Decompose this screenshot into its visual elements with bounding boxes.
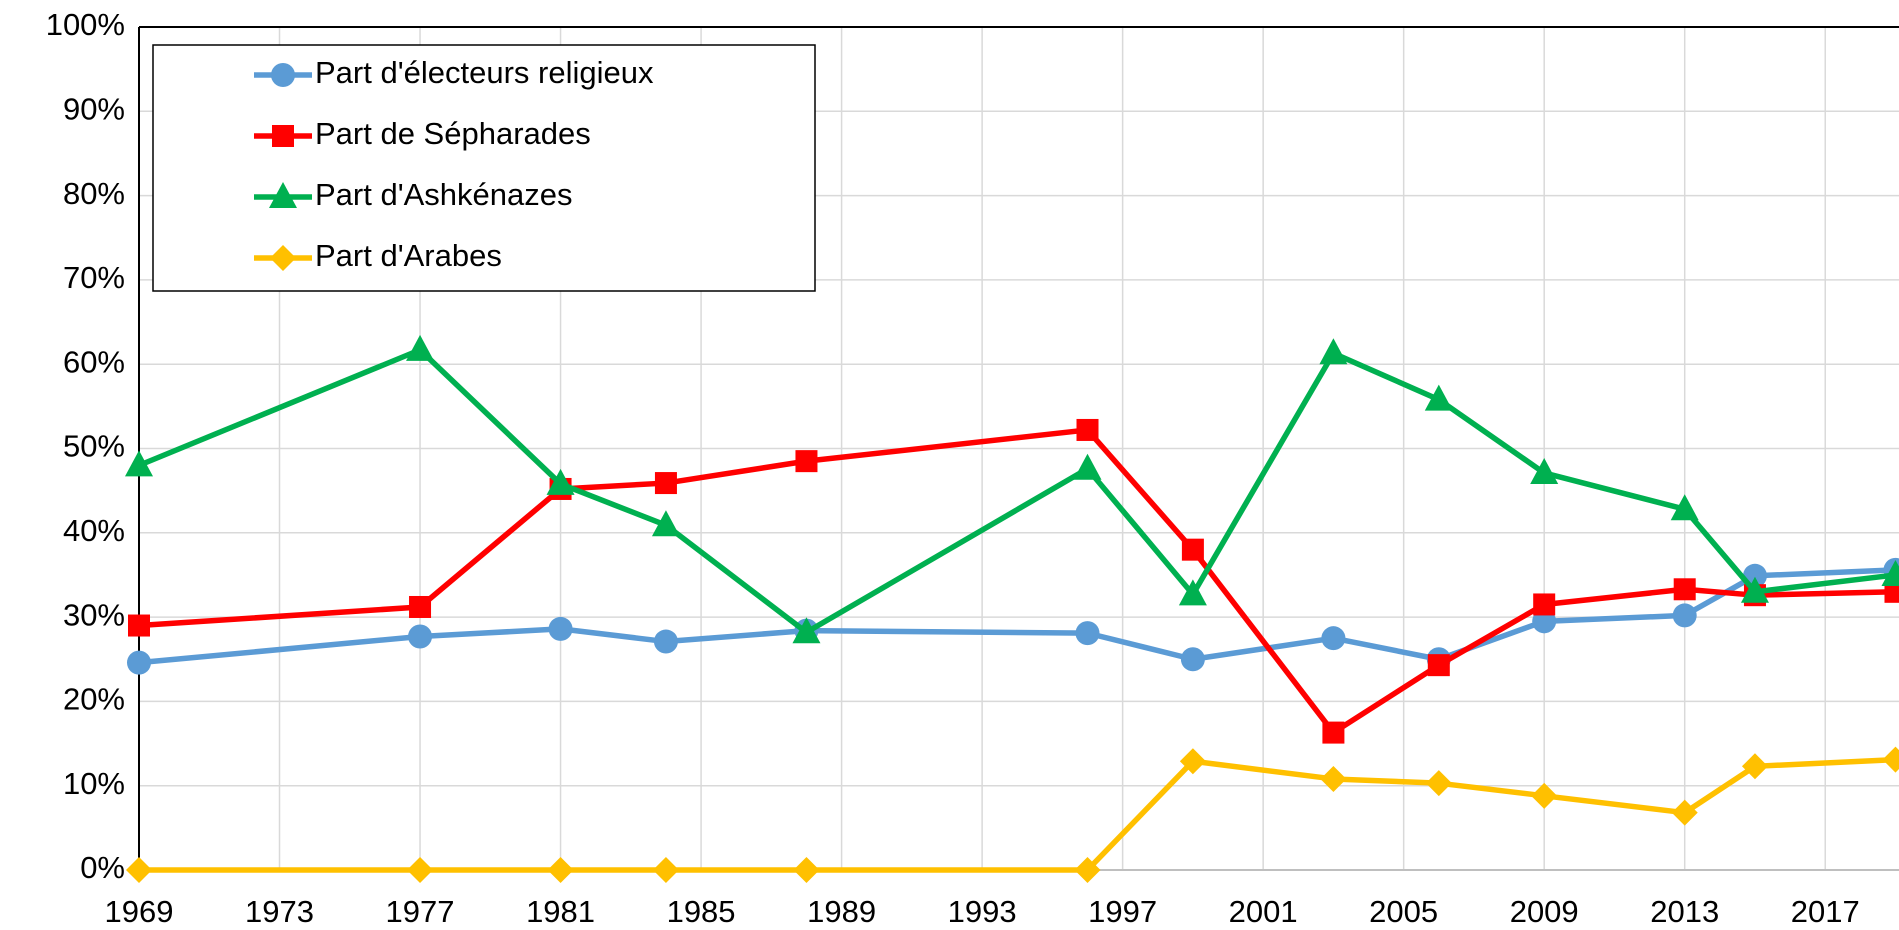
data-point	[1427, 654, 1450, 677]
y-tick-label: 40%	[63, 513, 125, 548]
data-point	[652, 857, 679, 883]
data-point	[1179, 748, 1206, 775]
x-tick-label: 1993	[948, 894, 1017, 929]
legend-marker	[271, 63, 295, 87]
y-tick-label: 50%	[63, 429, 125, 464]
data-point	[1884, 580, 1899, 603]
data-point	[1320, 765, 1347, 792]
data-point	[653, 629, 678, 654]
data-point	[408, 624, 433, 649]
data-point	[406, 334, 435, 361]
y-tick-label: 100%	[46, 7, 125, 42]
data-point	[1321, 626, 1346, 651]
legend-marker	[269, 182, 297, 208]
data-point	[1424, 384, 1453, 411]
x-tick-label: 2013	[1650, 894, 1719, 929]
legend-box	[152, 44, 816, 292]
data-point	[1074, 857, 1101, 883]
x-tick-label: 1973	[245, 894, 314, 929]
x-tick-label: 2001	[1229, 894, 1298, 929]
series-line	[137, 347, 1896, 636]
x-tick-label: 1997	[1088, 894, 1157, 929]
data-point	[1672, 603, 1697, 628]
data-point	[128, 614, 150, 637]
y-tick-label: 90%	[63, 91, 125, 126]
x-tick-label: 1985	[667, 894, 736, 929]
x-tick-label: 1981	[526, 894, 595, 929]
legend-marker	[270, 245, 296, 271]
data-point	[795, 450, 818, 473]
data-point	[546, 468, 575, 495]
data-point	[1181, 538, 1204, 561]
legend-marker	[272, 125, 294, 147]
data-point	[1075, 621, 1100, 646]
data-point	[1322, 721, 1345, 744]
data-point	[1425, 770, 1452, 797]
y-tick-label: 0%	[80, 850, 125, 885]
data-point	[547, 857, 574, 883]
data-point	[1670, 494, 1699, 521]
legend-label: Part d'Ashkénazes	[315, 177, 573, 212]
data-point	[1319, 338, 1348, 365]
y-tick-label: 30%	[63, 597, 125, 632]
data-point	[1671, 799, 1698, 826]
data-point	[1740, 576, 1769, 603]
data-point	[1741, 753, 1768, 780]
data-point	[1073, 453, 1102, 480]
data-point	[793, 857, 820, 883]
y-tick-label: 70%	[63, 260, 125, 295]
x-tick-label: 2009	[1510, 894, 1579, 929]
data-point	[409, 595, 432, 618]
data-point	[1881, 559, 1899, 586]
data-point	[407, 857, 434, 883]
data-point	[654, 472, 677, 495]
data-point	[1180, 647, 1205, 672]
y-tick-label: 80%	[63, 176, 125, 211]
data-point	[1530, 457, 1559, 484]
data-point	[126, 857, 152, 883]
x-tick-label: 1977	[386, 894, 455, 929]
x-tick-label: 1969	[105, 894, 174, 929]
y-tick-label: 60%	[63, 344, 125, 379]
plot-series	[125, 334, 1899, 883]
legend-label: Part de Sépharades	[315, 116, 591, 151]
y-tick-label: 20%	[63, 682, 125, 717]
series-line	[138, 567, 1896, 666]
x-tick-label: 2005	[1369, 894, 1438, 929]
legend-label: Part d'électeurs religieux	[315, 55, 654, 90]
data-point	[1076, 418, 1099, 441]
data-point	[792, 617, 821, 644]
data-point	[1533, 593, 1556, 616]
series-line	[139, 756, 1896, 873]
data-point	[1673, 578, 1696, 601]
data-point	[125, 450, 153, 477]
x-tick-label: 1989	[807, 894, 876, 929]
data-point	[127, 650, 151, 675]
data-point	[1882, 746, 1899, 773]
x-tick-label: 2017	[1791, 894, 1860, 929]
legend: Part d'électeurs religieux Part de Séphar…	[152, 44, 816, 292]
legend-label: Part d'Arabes	[315, 238, 502, 273]
series-line	[138, 427, 1896, 736]
data-point	[548, 616, 573, 641]
data-point	[651, 510, 680, 537]
y-tick-label: 10%	[63, 766, 125, 801]
data-point	[1531, 782, 1558, 809]
data-point	[1178, 579, 1207, 606]
